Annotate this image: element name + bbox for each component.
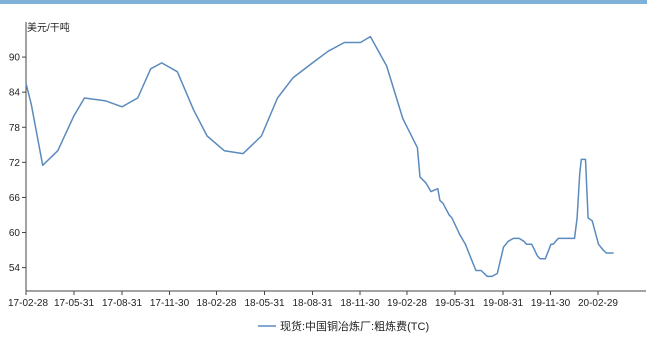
x-tick-label: 17-02-28: [8, 298, 48, 309]
y-tick-label: 72: [9, 158, 21, 169]
y-tick-label: 78: [9, 123, 21, 134]
legend-label: 现货:中国铜冶炼厂:粗炼费(TC): [280, 319, 429, 333]
x-tick-label: 19-02-28: [387, 298, 427, 309]
x-tick-label: 18-11-30: [340, 298, 380, 309]
y-tick-label: 90: [9, 53, 21, 64]
y-axis: 54 60 66 72 78 84 90: [9, 22, 27, 291]
x-tick-label: 19-05-31: [435, 298, 475, 309]
x-tick-label: 18-05-31: [244, 298, 284, 309]
legend: 现货:中国铜冶炼厂:粗炼费(TC): [258, 319, 429, 333]
series-line: [25, 35, 614, 278]
x-axis: 17-02-28 17-05-31 17-08-31 17-11-30 18-02-28…: [8, 290, 646, 309]
x-tick-label: 18-08-31: [292, 298, 332, 309]
x-tick-label: 17-11-30: [150, 298, 190, 309]
y-tick-label: 60: [9, 228, 21, 239]
x-tick-label: 17-08-31: [102, 298, 142, 309]
x-tick-label: 19-11-30: [531, 298, 571, 309]
x-tick-label: 18-02-28: [196, 298, 236, 309]
x-tick-label: 19-08-31: [483, 298, 523, 309]
top-accent-bar: [0, 0, 647, 4]
y-tick-label: 66: [9, 193, 21, 204]
x-tick-label: 20-02-29: [578, 298, 618, 309]
y-tick-label: 84: [9, 88, 21, 99]
x-tick-label: 17-05-31: [54, 298, 94, 309]
y-tick-label: 54: [9, 263, 21, 274]
y-axis-unit-label: 美元/干吨: [27, 21, 70, 34]
